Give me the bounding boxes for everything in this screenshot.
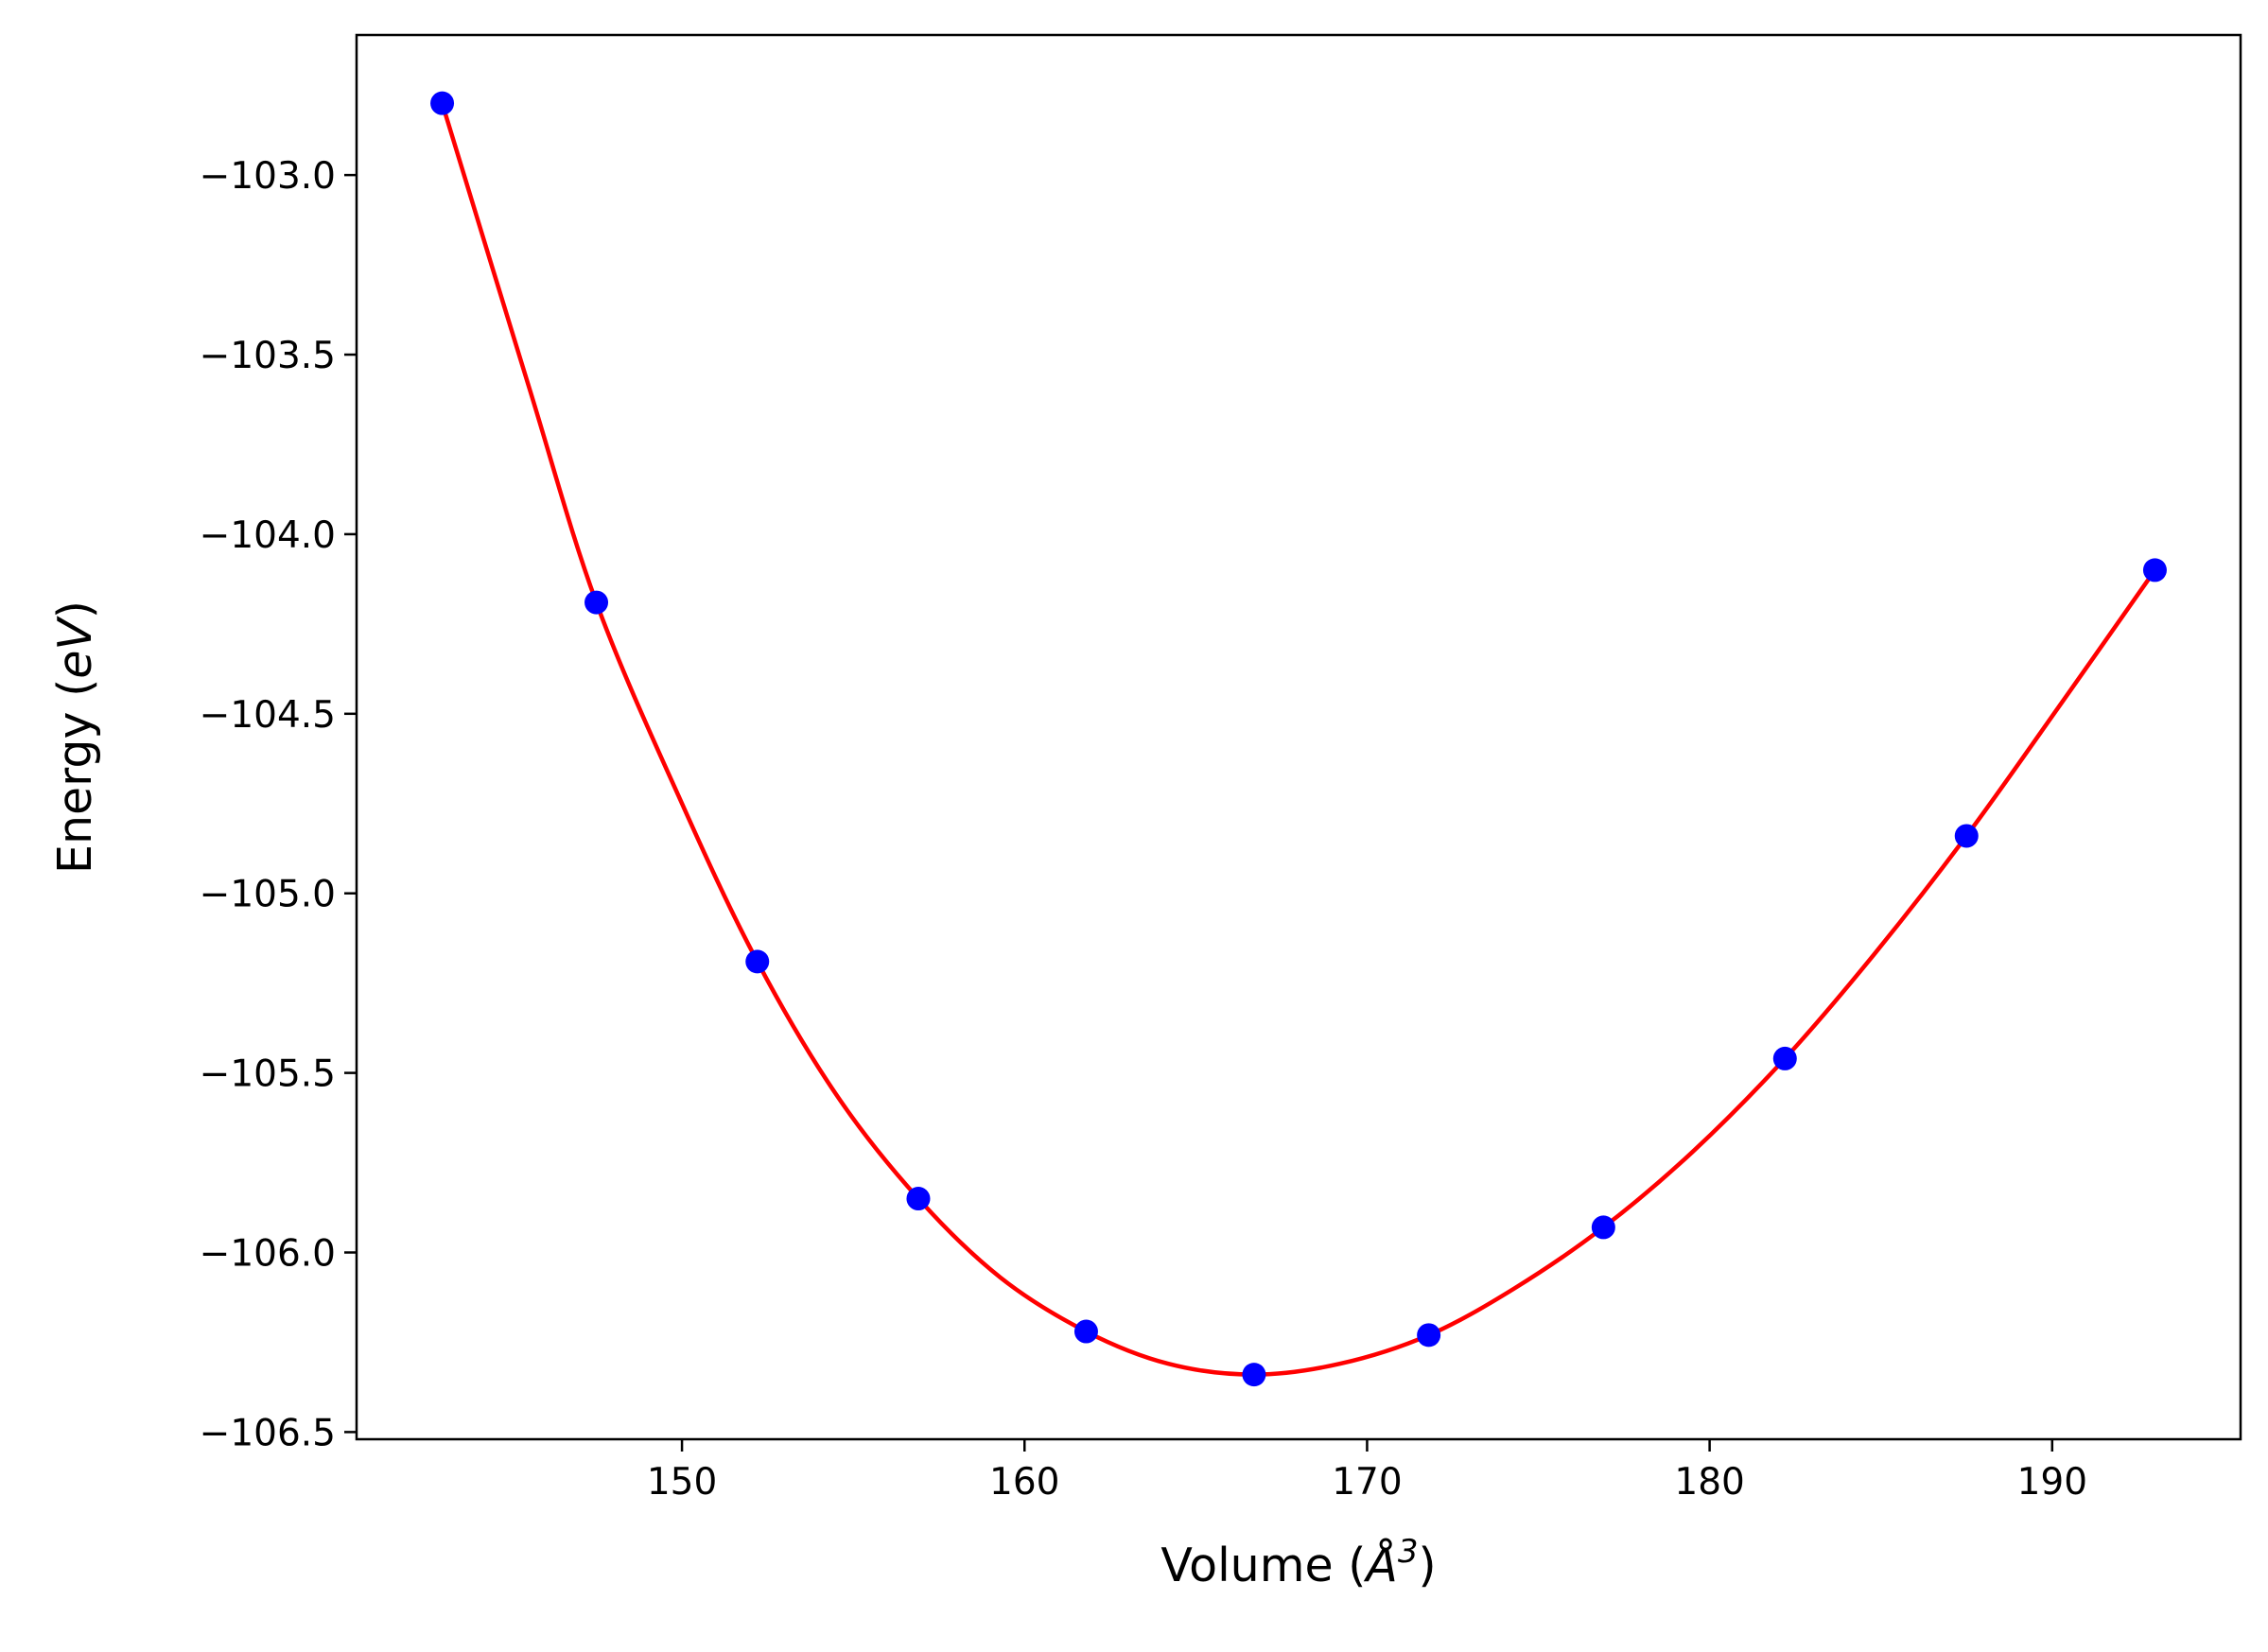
data-point [2142, 558, 2167, 583]
fit-curve-line [440, 102, 2157, 1377]
x-axis-ticks: 150 160 170 180 190 [647, 1439, 2087, 1504]
data-point [1242, 1363, 1266, 1387]
x-axis-label: Volume (Å3) [1160, 1533, 1436, 1592]
x-tick-label: 190 [2017, 1461, 2087, 1504]
data-point [1591, 1215, 1615, 1240]
y-axis-label: Energy (eV) [48, 600, 102, 874]
y-tick-label: −104.0 [200, 514, 336, 557]
x-tick-label: 160 [989, 1461, 1059, 1504]
y-tick-label: −103.5 [200, 335, 336, 377]
data-point [430, 91, 455, 115]
y-tick-label: −106.0 [200, 1233, 336, 1276]
y-tick-label: −103.0 [200, 155, 336, 198]
x-tick-label: 170 [1332, 1461, 1402, 1504]
y-tick-label: −104.5 [200, 694, 336, 737]
x-tick-label: 150 [647, 1461, 717, 1504]
x-tick-label: 180 [1674, 1461, 1744, 1504]
data-point [1073, 1319, 1098, 1344]
data-point [906, 1187, 931, 1211]
y-tick-label: −105.0 [200, 874, 336, 916]
y-axis-ticks: −103.0 −103.5 −104.0 −104.5 −105.0 −105.5 −106… [200, 155, 357, 1454]
data-point [1417, 1323, 1441, 1348]
axes-frame [355, 33, 2242, 1441]
data-point [1954, 824, 1979, 848]
data-point [745, 949, 770, 974]
plot-area [430, 91, 2167, 1387]
data-point [1772, 1046, 1797, 1070]
y-tick-label: −105.5 [200, 1053, 336, 1096]
y-tick-label: −106.5 [200, 1412, 336, 1454]
data-point [584, 590, 609, 615]
